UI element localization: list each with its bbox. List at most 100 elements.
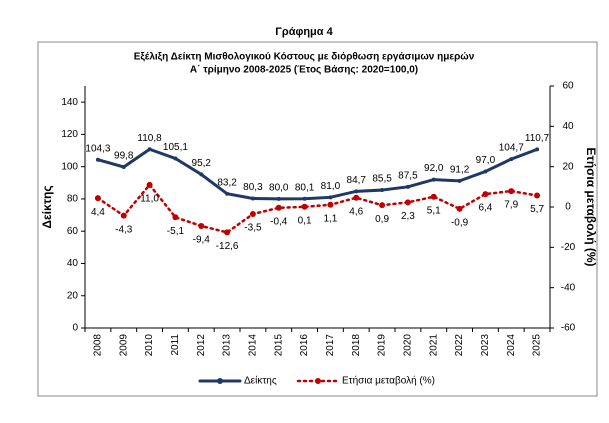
x-tick-label: 2020: [403, 334, 414, 357]
data-label: 85,5: [372, 174, 392, 185]
data-label: 6,4: [478, 203, 492, 214]
data-label: 5,1: [427, 205, 441, 216]
series-line: [96, 182, 539, 234]
data-label: 0,9: [375, 214, 389, 225]
legend-label: Δείκτης: [244, 375, 277, 387]
data-point: [404, 199, 411, 206]
data-point: [535, 147, 540, 152]
y-tick-label: 120: [61, 129, 78, 140]
data-point: [354, 189, 359, 194]
x-tick-label: 2014: [248, 334, 259, 357]
data-point: [276, 196, 281, 201]
x-tick-label: 2016: [299, 334, 310, 357]
y2-tick-label: 0: [565, 202, 571, 213]
data-point: [249, 211, 256, 218]
y2-tick-label: -20: [561, 242, 576, 253]
x-tick-label: 2019: [377, 334, 388, 357]
data-label: 1,1: [323, 213, 337, 224]
chart-title: Εξέλιξη Δείκτη Μισθολογικού Κόστους με δ…: [134, 52, 475, 63]
data-point: [225, 191, 230, 196]
data-label: 80,3: [243, 182, 263, 193]
data-point: [199, 172, 204, 177]
x-tick-label: 2010: [144, 334, 155, 357]
data-label: 81,0: [321, 181, 341, 192]
data-label: -4,3: [115, 224, 133, 235]
data-label: 87,5: [398, 170, 418, 181]
data-point: [457, 178, 462, 183]
data-label: 92,0: [424, 163, 444, 174]
x-tick-label: 2015: [273, 334, 284, 357]
data-label: 104,7: [499, 143, 524, 154]
data-point: [534, 192, 541, 199]
data-point: [431, 177, 436, 182]
legend-label: Ετήσια μεταβολή (%): [342, 375, 435, 387]
data-label: 4,4: [91, 207, 105, 218]
data-label: 99,8: [114, 151, 134, 162]
y-tick-label: 20: [67, 290, 79, 301]
data-point: [224, 229, 231, 236]
data-label: -0,9: [451, 217, 469, 228]
data-point: [121, 164, 126, 169]
data-label: 110,8: [137, 133, 162, 144]
data-label: -0,4: [270, 216, 288, 227]
data-label: 2,3: [401, 211, 415, 222]
data-point: [483, 169, 488, 174]
data-point: [173, 156, 178, 161]
data-point: [482, 191, 489, 198]
y2-tick-label: -40: [561, 282, 576, 293]
y-axis-label: Δείκτης: [40, 185, 54, 228]
data-point: [380, 188, 385, 193]
x-tick-label: 2011: [170, 334, 181, 356]
data-label: 91,2: [450, 165, 470, 176]
x-tick-label: 2022: [454, 334, 465, 357]
data-label: 0,1: [298, 215, 312, 226]
y-tick-label: 0: [72, 323, 78, 334]
data-label: 80,1: [295, 182, 315, 193]
y2-tick-label: -60: [561, 323, 576, 334]
data-point: [379, 202, 386, 209]
y-tick-label: 80: [67, 194, 79, 205]
y-tick-label: 100: [61, 161, 78, 172]
y-tick-label: 40: [67, 258, 79, 269]
data-label: 105,1: [163, 142, 188, 153]
data-point: [301, 203, 308, 210]
data-point: [430, 193, 437, 200]
data-label: 84,7: [347, 175, 367, 186]
data-label: 11,0: [140, 193, 159, 204]
x-tick-label: 2017: [325, 334, 336, 357]
data-label: 7,9: [504, 200, 518, 211]
data-label: 110,7: [525, 133, 550, 144]
y-tick-label: 140: [61, 97, 78, 108]
y-tick-label: 60: [67, 226, 79, 237]
data-point: [327, 201, 334, 208]
chart-subtitle: Α΄ τρίμηνο 2008-2025 (Έτος Βάσης: 2020=1…: [190, 65, 418, 76]
x-tick-label: 2009: [118, 334, 129, 357]
data-point: [94, 195, 101, 202]
data-point: [198, 222, 205, 229]
data-label: 95,2: [192, 158, 212, 169]
data-point: [120, 212, 127, 219]
y2-tick-label: 40: [562, 121, 574, 132]
data-label: -9,4: [193, 235, 211, 246]
y2-tick-label: 20: [562, 161, 574, 172]
data-label: 5,7: [530, 204, 544, 215]
data-point: [172, 214, 179, 221]
data-label: 97,0: [476, 155, 496, 166]
x-tick-label: 2025: [532, 334, 543, 357]
chart-header: Γράφημα 4: [275, 26, 333, 38]
data-point: [405, 184, 410, 189]
data-point: [146, 181, 153, 188]
data-label: 83,2: [217, 177, 237, 188]
y2-axis-label: Ετήσια μεταβολή (%): [584, 147, 598, 266]
x-tick-label: 2008: [93, 334, 104, 357]
series-line: [96, 147, 539, 201]
x-tick-label: 2018: [351, 334, 362, 357]
data-label: 80,0: [269, 183, 289, 194]
data-label: 4,6: [349, 206, 363, 217]
x-tick-label: 2013: [222, 334, 233, 357]
data-label: 104,3: [85, 143, 110, 154]
chart-frame: [37, 41, 598, 397]
data-point: [250, 196, 255, 201]
legend-marker: [315, 378, 321, 384]
